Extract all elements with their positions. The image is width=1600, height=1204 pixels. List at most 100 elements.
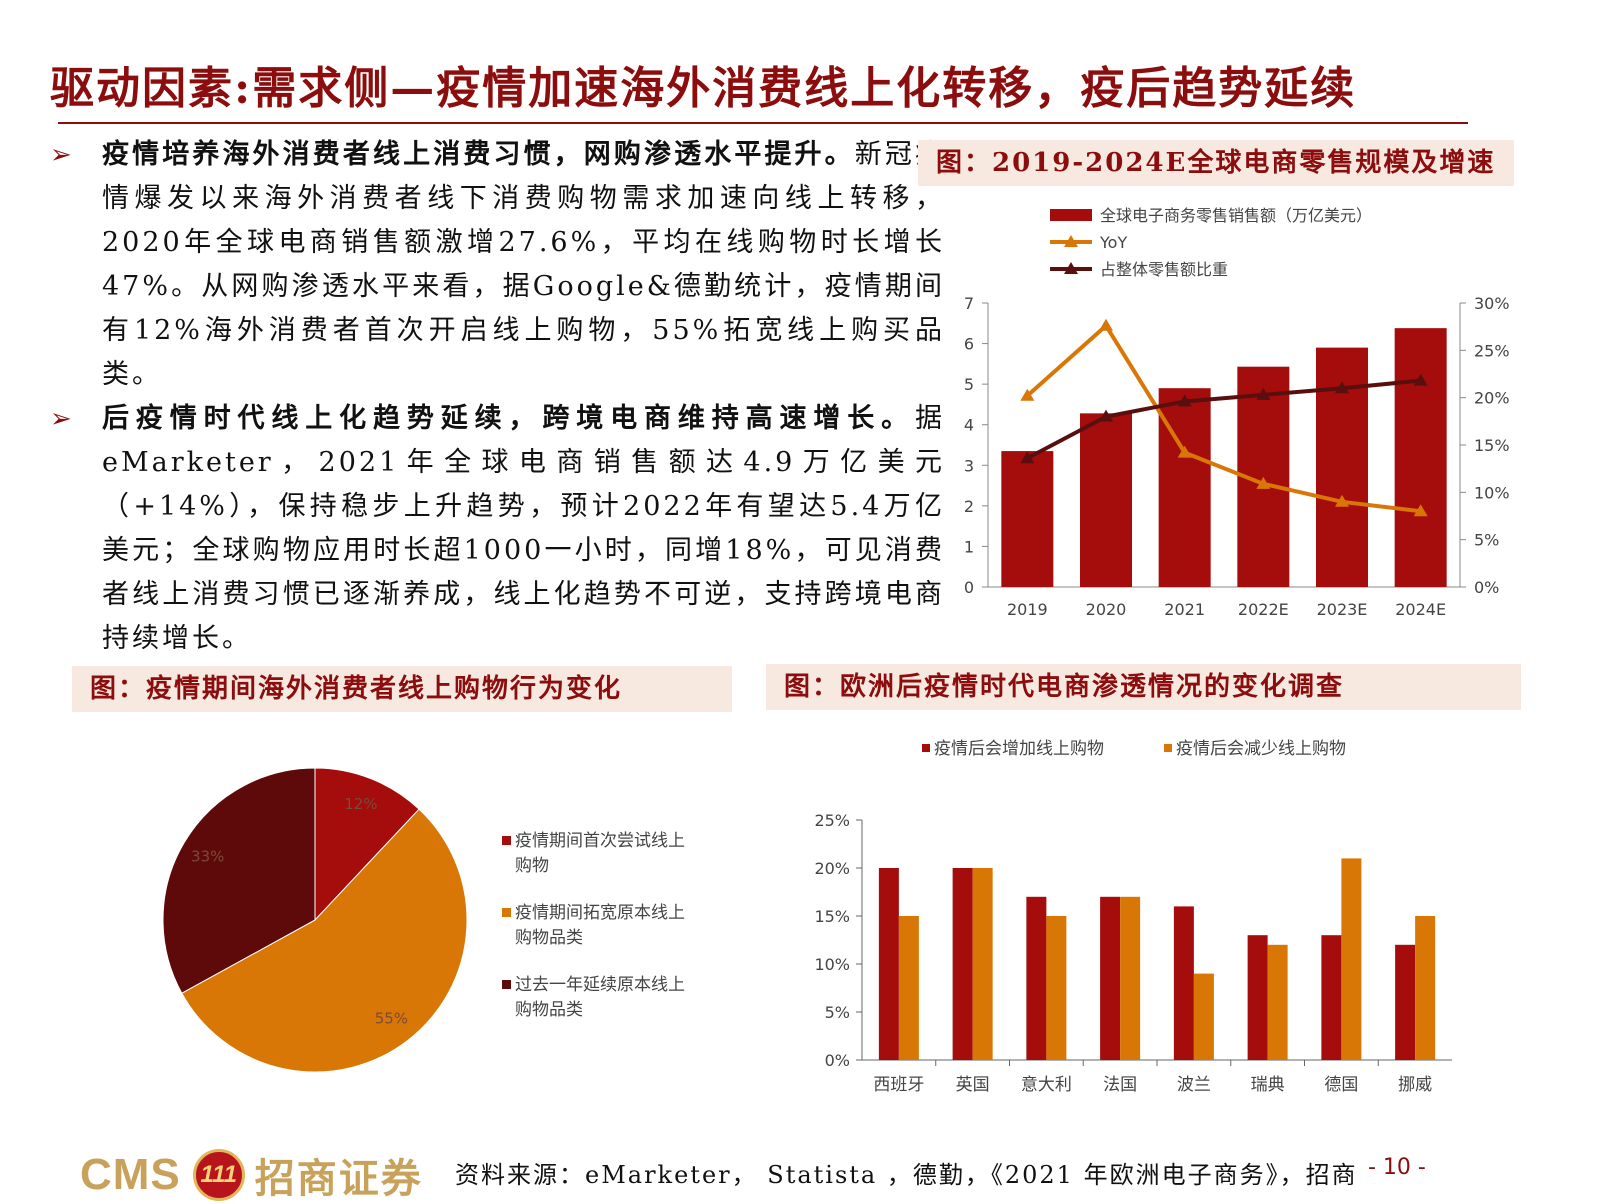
bar-decrease xyxy=(1267,944,1288,1060)
page-number: - 10 - xyxy=(1368,1155,1426,1180)
point-yoy xyxy=(1413,504,1428,517)
bullet-list: ➢ 疫情培养海外消费者线上消费习惯，网购渗透水平提升。新冠疫情爆发以来海外消费者… xyxy=(50,133,945,661)
point-share xyxy=(1177,394,1192,407)
legend-marker xyxy=(1064,262,1078,274)
pie-slice xyxy=(162,767,316,994)
legend-label: 疫情后会减少线上购物 xyxy=(1176,739,1346,759)
chart2-caption: 图：疫情期间海外消费者线上购物行为变化 xyxy=(72,666,732,712)
y-tick-label: 10% xyxy=(814,955,850,974)
y-tick-label: 15% xyxy=(814,907,850,926)
chart3-caption: 图：欧洲后疫情时代电商渗透情况的变化调查 xyxy=(766,664,1521,710)
source-note: 资料来源：eMarketer， Statista ，德勤，《2021 年欧洲电子… xyxy=(455,1161,1358,1189)
legend-swatch xyxy=(502,836,511,845)
y-tick-label-left: 7 xyxy=(964,294,974,313)
page-title: 驱动因素:需求侧—疫情加速海外消费线上化转移，疫后趋势延续 xyxy=(50,63,1357,114)
pie-data-label: 33% xyxy=(191,848,224,866)
y-tick-label-left: 3 xyxy=(964,456,974,475)
company-logo: CMS 111 招商证券 xyxy=(80,1149,423,1202)
x-tick-label: 波兰 xyxy=(1177,1075,1211,1095)
legend-marker xyxy=(1064,235,1078,247)
x-tick-label: 2020 xyxy=(1086,600,1127,619)
x-tick-label: 2024E xyxy=(1395,600,1446,619)
europe-penetration-svg: 疫情后会增加线上购物 疫情后会减少线上购物 0% 5% 10% 15% 20% 25% 西班牙 英… xyxy=(814,739,1452,1095)
ecommerce-combo-svg: 全球电子商务零售销售额（万亿美元） YoY 占整体零售额比重 0 1 2 3 4 5 6 7 0% 5%… xyxy=(964,206,1510,619)
legend-swatch xyxy=(1164,744,1172,752)
bar-increase xyxy=(1321,935,1342,1060)
bar-decrease xyxy=(898,916,919,1060)
shopping-behavior-pie-chart: 12% 55% 33% 疫情期间首次尝试线上 购物疫情期间拓宽原本线上 购物品类 过去一年延… xyxy=(150,750,750,1094)
bar-decrease xyxy=(1341,858,1362,1060)
chart1-caption: 图：2019-2024E全球电商零售规模及增速 xyxy=(918,140,1514,186)
point-share xyxy=(1020,451,1035,464)
y-tick-label: 5% xyxy=(825,1003,850,1022)
pie-data-label: 12% xyxy=(344,795,377,813)
legend-label: 疫情期间首次尝试线上 xyxy=(515,831,685,851)
bar-increase xyxy=(952,868,973,1060)
y-tick-label-left: 2 xyxy=(964,497,974,516)
bullet-arrow-icon: ➢ xyxy=(50,140,75,170)
bullet-lead: 疫情培养海外消费者线上消费习惯，网购渗透水平提升。 xyxy=(102,139,855,170)
x-tick-label: 2022E xyxy=(1238,600,1289,619)
legend-swatch xyxy=(502,980,511,989)
x-tick-label: 2021 xyxy=(1164,600,1205,619)
legend-label: YoY xyxy=(1099,233,1127,252)
x-tick-label: 西班牙 xyxy=(873,1075,924,1095)
europe-penetration-bar-chart: 疫情后会增加线上购物 疫情后会减少线上购物 0% 5% 10% 15% 20% 25% 西班牙 英… xyxy=(800,730,1520,1114)
bar-decrease xyxy=(1193,973,1214,1060)
y-tick-label-left: 6 xyxy=(964,335,974,354)
y-tick-label-left: 0 xyxy=(964,578,974,597)
y-tick-label-right: 25% xyxy=(1474,341,1510,360)
bar-sales xyxy=(1158,388,1211,587)
x-tick-label: 意大利 xyxy=(1021,1075,1072,1095)
x-tick-label: 2023E xyxy=(1317,600,1368,619)
y-tick-label-right: 15% xyxy=(1474,436,1510,455)
legend-label: 疫情期间拓宽原本线上 xyxy=(515,903,685,923)
legend-label: 购物 xyxy=(515,856,549,876)
y-tick-label-right: 20% xyxy=(1474,389,1510,408)
y-tick-label-right: 30% xyxy=(1474,294,1510,313)
legend-swatch xyxy=(502,908,511,917)
bar-increase xyxy=(1173,906,1194,1060)
title-divider xyxy=(58,122,1468,124)
x-tick-label: 法国 xyxy=(1103,1075,1137,1095)
x-tick-label: 瑞典 xyxy=(1251,1075,1285,1095)
x-tick-label: 2019 xyxy=(1007,600,1048,619)
bar-decrease xyxy=(972,868,993,1060)
y-tick-label-right: 5% xyxy=(1474,531,1499,550)
y-tick-label: 25% xyxy=(814,811,850,830)
bar-decrease xyxy=(1415,916,1436,1060)
point-yoy xyxy=(1020,388,1035,401)
bar-increase xyxy=(1247,935,1268,1060)
bullet-body: 新冠疫情爆发以来海外消费者线下消费购物需求加速向线上转移，2020年全球电商销售… xyxy=(102,139,946,390)
point-share xyxy=(1413,373,1428,386)
bar-increase xyxy=(878,868,899,1060)
bar-increase xyxy=(1395,944,1416,1060)
legend-swatch xyxy=(1050,209,1092,221)
legend-label: 过去一年延续原本线上 xyxy=(515,975,685,995)
bullet-arrow-icon: ➢ xyxy=(50,404,75,434)
y-tick-label-left: 1 xyxy=(964,537,974,556)
pie-data-label: 55% xyxy=(375,1009,408,1027)
y-tick-label-right: 10% xyxy=(1474,483,1510,502)
point-yoy xyxy=(1335,494,1349,507)
legend-label: 全球电子商务零售销售额（万亿美元） xyxy=(1100,206,1372,225)
point-share xyxy=(1256,387,1271,400)
bar-sales xyxy=(1080,413,1132,587)
x-tick-label: 德国 xyxy=(1324,1075,1358,1095)
legend-label: 购物品类 xyxy=(515,1000,583,1020)
x-tick-label: 挪威 xyxy=(1398,1075,1432,1095)
y-tick-label-left: 4 xyxy=(964,416,974,435)
logo-cn-text: 招商证券 xyxy=(254,1155,423,1202)
ecommerce-combo-chart: 全球电子商务零售销售额（万亿美元） YoY 占整体零售额比重 0 1 2 3 4 5 6 7 0% 5%… xyxy=(930,195,1530,639)
legend-swatch xyxy=(922,744,930,752)
point-share xyxy=(1099,409,1113,422)
point-yoy xyxy=(1177,445,1192,458)
pie-slice xyxy=(314,767,420,922)
bullet-body: 据eMarketer，2021年全球电商销售额达4.9万亿美元（+14%），保持… xyxy=(102,403,945,654)
point-yoy xyxy=(1099,318,1113,331)
legend-label: 占整体零售额比重 xyxy=(1100,260,1228,279)
bullet-item: ➢ 疫情培养海外消费者线上消费习惯，网购渗透水平提升。新冠疫情爆发以来海外消费者… xyxy=(50,133,945,397)
line-share xyxy=(1026,378,1421,461)
logo-badge-icon: 111 xyxy=(192,1149,245,1201)
